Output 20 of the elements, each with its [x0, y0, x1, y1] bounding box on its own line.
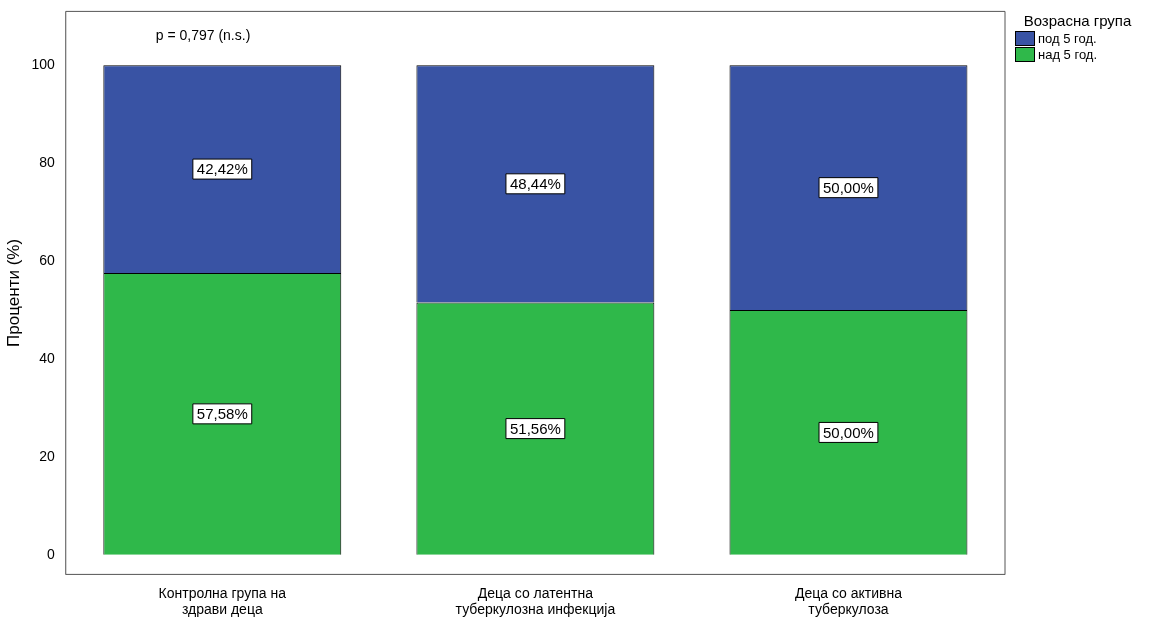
- legend-title: Возрасна група: [1022, 12, 1133, 29]
- legend-label: под 5 год.: [1038, 31, 1097, 46]
- x-tick-label: Деца со активна туберкулоза: [794, 584, 903, 618]
- data-label: 50,00%: [823, 423, 874, 441]
- text: над 5 год.: [1038, 47, 1098, 62]
- y-tick-label: 60: [39, 251, 55, 268]
- y-tick-label: 40: [39, 349, 55, 366]
- x-tick-label: Деца со латентна туберкулозна инфекција: [455, 584, 616, 618]
- y-axis-title: Проценти (%): [3, 238, 23, 347]
- data-label: 50,00%: [823, 178, 874, 196]
- data-label: 57,58%: [196, 405, 248, 423]
- x-tick-label: Контролна група на здрави деца: [158, 584, 287, 618]
- annotation: p = 0,797 (n.s.): [155, 27, 251, 44]
- y-tick-label: 20: [39, 447, 55, 464]
- y-tick-label: 100: [31, 56, 55, 73]
- y-tick-label: 0: [46, 545, 55, 562]
- y-tick-label: 80: [39, 154, 55, 171]
- data-label: 48,44%: [509, 174, 561, 192]
- data-label: 42,42%: [196, 160, 248, 178]
- data-label: 51,56%: [509, 419, 561, 437]
